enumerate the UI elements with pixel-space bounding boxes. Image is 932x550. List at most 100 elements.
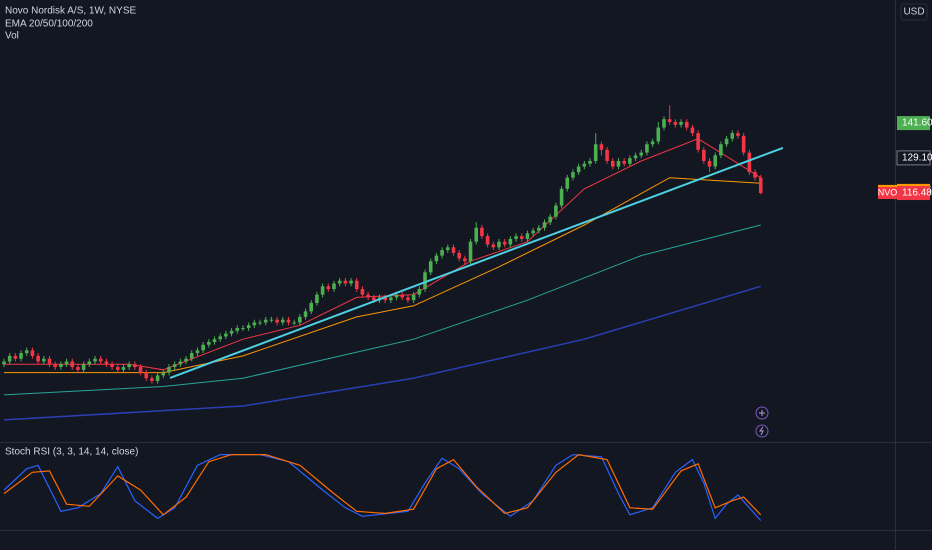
candle-body — [736, 133, 740, 136]
candle-body — [571, 172, 575, 178]
candle-body — [417, 289, 422, 295]
candle-body — [337, 280, 342, 284]
candle-body — [275, 319, 279, 323]
candle-body — [389, 297, 393, 301]
candle-body — [696, 133, 700, 150]
indicator-label: EMA 20/50/100/200 — [5, 19, 93, 30]
candle-body — [235, 328, 240, 331]
candle-body — [491, 244, 496, 248]
candle-body — [127, 364, 131, 368]
chart-title: Novo Nordisk A/S, 1W, NYSE — [5, 6, 136, 17]
candle-body — [138, 367, 143, 373]
candle-body — [480, 227, 484, 237]
candle-body — [7, 355, 12, 362]
candle-body — [531, 230, 535, 234]
currency-box[interactable] — [900, 3, 928, 21]
candle-body — [360, 289, 365, 295]
candle-body — [616, 160, 621, 167]
candle-body — [519, 236, 524, 239]
candle-body — [81, 364, 86, 370]
candle-body — [383, 297, 387, 301]
stoch-line — [3, 453, 762, 516]
candle-body — [576, 166, 581, 173]
candle-body — [667, 119, 672, 122]
candle-body — [144, 372, 149, 379]
candle-body — [707, 160, 712, 167]
candle-body — [474, 227, 479, 242]
alert-icon[interactable] — [755, 424, 769, 438]
candle-body — [42, 358, 46, 362]
candle-body — [713, 155, 718, 167]
candle-body — [684, 121, 689, 128]
candle-body — [588, 160, 592, 164]
candle-body — [303, 311, 308, 317]
candle-body — [98, 358, 103, 362]
candle-body — [650, 141, 655, 145]
candle-body — [76, 367, 80, 370]
candle-body — [730, 133, 735, 139]
candle-body — [662, 119, 666, 128]
candle-body — [394, 294, 399, 298]
candle-body — [298, 316, 302, 323]
candle-body — [212, 339, 217, 342]
candle-body — [155, 375, 160, 381]
candle-body — [514, 236, 518, 239]
candle-body — [315, 294, 319, 303]
candle-body — [372, 297, 376, 301]
candle-body — [741, 135, 746, 153]
candle-body — [497, 241, 501, 248]
price-badge — [897, 116, 930, 131]
candle-body — [53, 364, 57, 368]
candle-body — [36, 355, 40, 362]
candle-body — [639, 152, 644, 156]
candle-body — [59, 364, 63, 368]
candle-body — [349, 280, 353, 284]
candle-body — [628, 158, 632, 164]
add-icon-cross[interactable] — [759, 410, 765, 416]
candle-body — [280, 319, 285, 323]
candle-body — [70, 361, 75, 368]
candle-body — [13, 355, 18, 359]
candle-body — [702, 149, 706, 161]
price-badge-text: 116.48 — [902, 188, 932, 199]
candle-body — [559, 188, 564, 206]
candle-body — [645, 144, 649, 153]
candle-body — [440, 250, 444, 256]
candle-body — [263, 319, 268, 323]
candle-body — [673, 121, 678, 125]
candle-body — [633, 155, 638, 159]
currency[interactable]: USD — [903, 7, 924, 18]
candle-body — [150, 378, 154, 381]
candle-body — [610, 160, 615, 167]
candle-body — [690, 127, 695, 134]
candle-body — [747, 152, 752, 173]
candle-body — [292, 322, 296, 324]
candle-body — [354, 280, 359, 290]
candle-body — [406, 297, 410, 301]
candle-body — [366, 294, 370, 298]
candle-body — [189, 353, 194, 359]
price-badge — [896, 150, 931, 166]
price-badge-prefix-text: NVO — [878, 187, 898, 197]
candle-body — [423, 272, 427, 290]
candle-body — [457, 252, 461, 259]
candle-body — [252, 322, 257, 326]
volume-label: Vol — [5, 31, 19, 42]
candle-body — [719, 144, 723, 156]
candle-body — [201, 344, 205, 351]
candle-body — [502, 241, 507, 245]
candle-body — [93, 358, 97, 362]
candle-body — [121, 367, 126, 370]
candle-body — [115, 367, 120, 370]
candle-body — [326, 286, 331, 290]
stoch-title: Stoch RSI (3, 3, 14, 14, close) — [5, 447, 138, 458]
candle-body — [753, 172, 757, 178]
candle-body — [724, 138, 729, 145]
candle-body — [258, 322, 262, 324]
candle-body — [525, 233, 530, 239]
alert-icon-bolt[interactable] — [759, 426, 764, 436]
candle-body — [87, 361, 92, 365]
add-icon[interactable] — [755, 406, 769, 420]
